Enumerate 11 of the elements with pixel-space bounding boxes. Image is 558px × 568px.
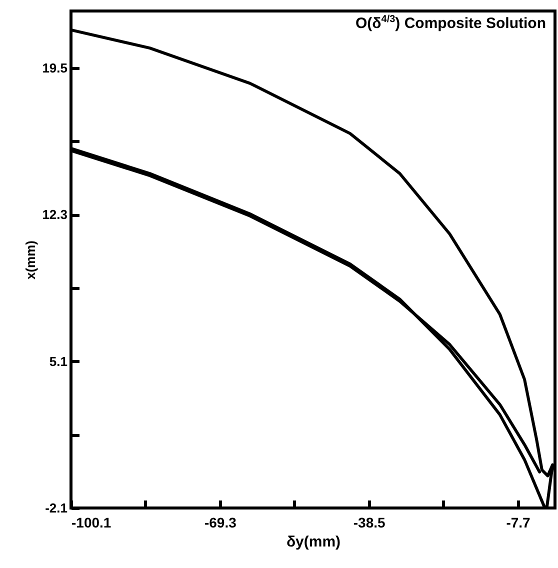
y-axis-title: x(mm) — [23, 240, 38, 280]
x-axis-title: δy(mm) — [286, 534, 341, 550]
y-tick-label: 5.1 — [49, 354, 68, 369]
x-tick-label: -69.3 — [204, 514, 237, 530]
y-tick-label: 12.3 — [42, 207, 68, 222]
chart-title: O(δ$^{4/3}$) Composite Solution — [356, 14, 546, 32]
x-tick-label: -7.7 — [506, 514, 531, 530]
x-tick-label: -38.5 — [353, 514, 386, 530]
y-tick-label: 19.5 — [42, 60, 68, 76]
x-tick-label: -100.1 — [72, 514, 112, 530]
y-tick-label: -2.1 — [45, 500, 68, 516]
